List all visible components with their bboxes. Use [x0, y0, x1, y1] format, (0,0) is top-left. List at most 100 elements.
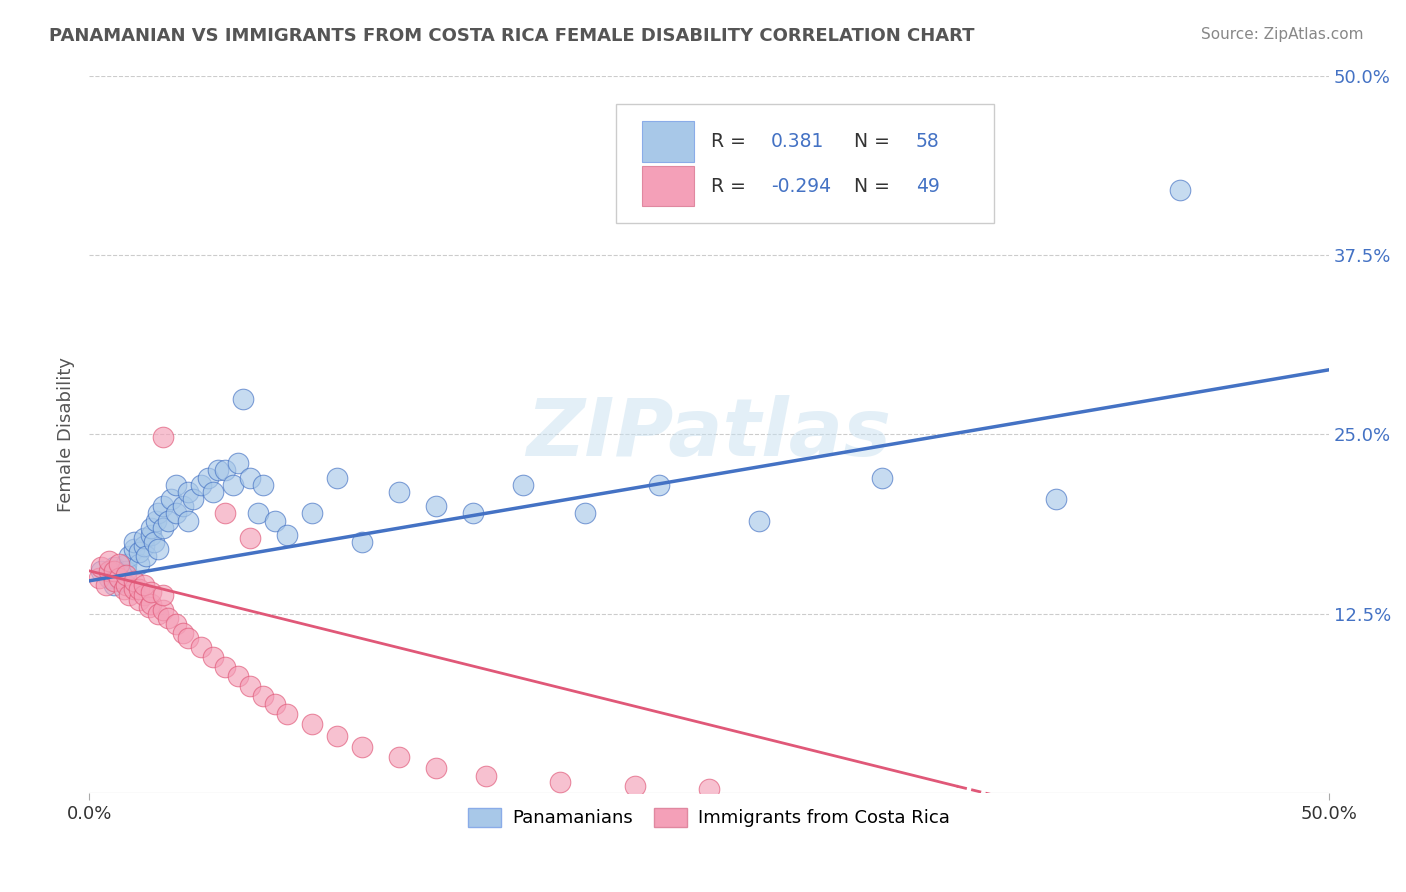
Point: [239, 531, 262, 545]
Point: [132, 588, 155, 602]
Point: [276, 707, 298, 722]
Point: [574, 507, 596, 521]
Point: [128, 592, 150, 607]
Point: [108, 571, 131, 585]
Point: [548, 775, 571, 789]
Point: [110, 574, 132, 588]
Text: Source: ZipAtlas.com: Source: ZipAtlas.com: [1201, 27, 1364, 42]
FancyBboxPatch shape: [643, 121, 695, 161]
Point: [214, 660, 236, 674]
Point: [152, 588, 174, 602]
Text: N =: N =: [842, 132, 896, 151]
Point: [222, 477, 245, 491]
Text: N =: N =: [842, 177, 896, 195]
Point: [115, 557, 138, 571]
Point: [97, 564, 120, 578]
Point: [181, 491, 204, 506]
Point: [172, 500, 194, 514]
Point: [239, 679, 262, 693]
Point: [207, 463, 229, 477]
Point: [152, 430, 174, 444]
Point: [648, 477, 671, 491]
Point: [239, 470, 262, 484]
Point: [214, 507, 236, 521]
Point: [252, 689, 274, 703]
Point: [108, 557, 131, 571]
Point: [157, 514, 180, 528]
Point: [157, 611, 180, 625]
Point: [326, 729, 349, 743]
Text: R =: R =: [711, 177, 752, 195]
Point: [122, 535, 145, 549]
Point: [172, 625, 194, 640]
Text: -0.294: -0.294: [770, 177, 831, 195]
Point: [350, 535, 373, 549]
Point: [135, 549, 157, 564]
Point: [425, 760, 447, 774]
Point: [190, 640, 212, 654]
Point: [232, 392, 254, 406]
Point: [177, 632, 200, 646]
FancyBboxPatch shape: [616, 104, 994, 223]
Point: [165, 616, 187, 631]
Point: [139, 597, 162, 611]
Point: [474, 769, 496, 783]
Point: [425, 500, 447, 514]
Point: [747, 514, 769, 528]
Point: [177, 484, 200, 499]
Point: [103, 574, 125, 588]
Point: [139, 528, 162, 542]
Point: [90, 559, 112, 574]
Point: [139, 521, 162, 535]
Point: [697, 782, 720, 797]
Point: [301, 507, 323, 521]
Point: [97, 571, 120, 585]
Point: [246, 507, 269, 521]
Point: [214, 463, 236, 477]
Point: [148, 507, 170, 521]
Point: [1168, 183, 1191, 197]
Point: [132, 540, 155, 554]
Point: [122, 574, 145, 588]
Point: [165, 477, 187, 491]
FancyBboxPatch shape: [643, 166, 695, 206]
Point: [190, 477, 212, 491]
Point: [264, 514, 287, 528]
Point: [463, 507, 485, 521]
Point: [142, 535, 165, 549]
Point: [264, 698, 287, 712]
Point: [115, 564, 138, 578]
Point: [128, 582, 150, 597]
Point: [87, 571, 110, 585]
Point: [112, 582, 135, 597]
Point: [160, 491, 183, 506]
Point: [165, 507, 187, 521]
Point: [90, 564, 112, 578]
Point: [118, 588, 141, 602]
Point: [1045, 491, 1067, 506]
Point: [97, 554, 120, 568]
Point: [326, 470, 349, 484]
Point: [202, 650, 225, 665]
Point: [388, 484, 411, 499]
Text: ZIPatlas: ZIPatlas: [526, 395, 891, 474]
Point: [108, 568, 131, 582]
Point: [512, 477, 534, 491]
Point: [152, 521, 174, 535]
Legend: Panamanians, Immigrants from Costa Rica: Panamanians, Immigrants from Costa Rica: [461, 801, 956, 835]
Point: [115, 568, 138, 582]
Point: [103, 564, 125, 578]
Point: [197, 470, 219, 484]
Point: [115, 578, 138, 592]
Text: 58: 58: [915, 132, 939, 151]
Point: [138, 599, 160, 614]
Point: [623, 779, 645, 793]
Point: [177, 514, 200, 528]
Point: [122, 542, 145, 557]
Point: [872, 470, 894, 484]
Point: [122, 582, 145, 597]
Point: [226, 456, 249, 470]
Point: [103, 559, 125, 574]
Y-axis label: Female Disability: Female Disability: [58, 357, 75, 512]
Point: [350, 740, 373, 755]
